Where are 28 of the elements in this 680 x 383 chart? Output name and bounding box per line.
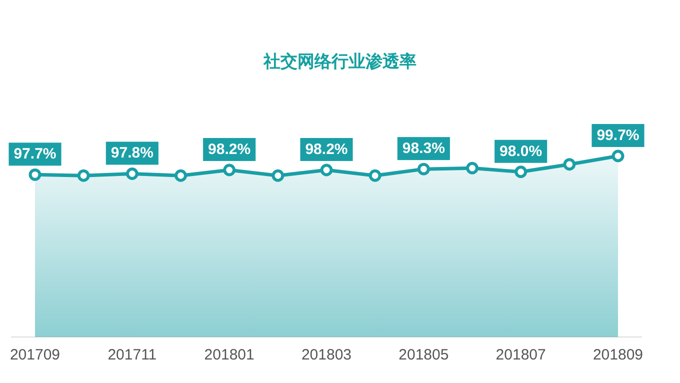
data-label: 98.2%: [208, 141, 251, 158]
data-label: 99.7%: [596, 127, 640, 144]
point: [368, 169, 382, 182]
x-tick-label: 201801: [204, 346, 254, 364]
point: [466, 162, 478, 174]
data-label: 97.7%: [14, 146, 56, 163]
x-tick-label: 201809: [592, 346, 644, 364]
point: [28, 168, 42, 181]
point: [272, 169, 284, 182]
chart-title: 社交网络行业渗透率: [262, 52, 416, 71]
data-label: 98.2%: [305, 141, 348, 158]
x-tick-label: 201709: [10, 346, 60, 364]
x-tick-label: 201803: [301, 346, 352, 364]
point: [223, 164, 236, 176]
point: [126, 168, 138, 180]
point: [514, 166, 528, 178]
data-label: 97.8%: [110, 144, 154, 162]
point: [174, 169, 187, 182]
point: [77, 169, 90, 182]
point: [563, 158, 576, 171]
data-label: 98.3%: [402, 140, 445, 158]
data-label: 98.0%: [500, 142, 542, 160]
x-tick-label: 201807: [496, 346, 546, 364]
x-tick-label: 201805: [398, 346, 449, 364]
x-tick-label: 201711: [108, 346, 157, 364]
point: [320, 164, 333, 176]
point: [417, 162, 430, 176]
point: [612, 150, 624, 162]
